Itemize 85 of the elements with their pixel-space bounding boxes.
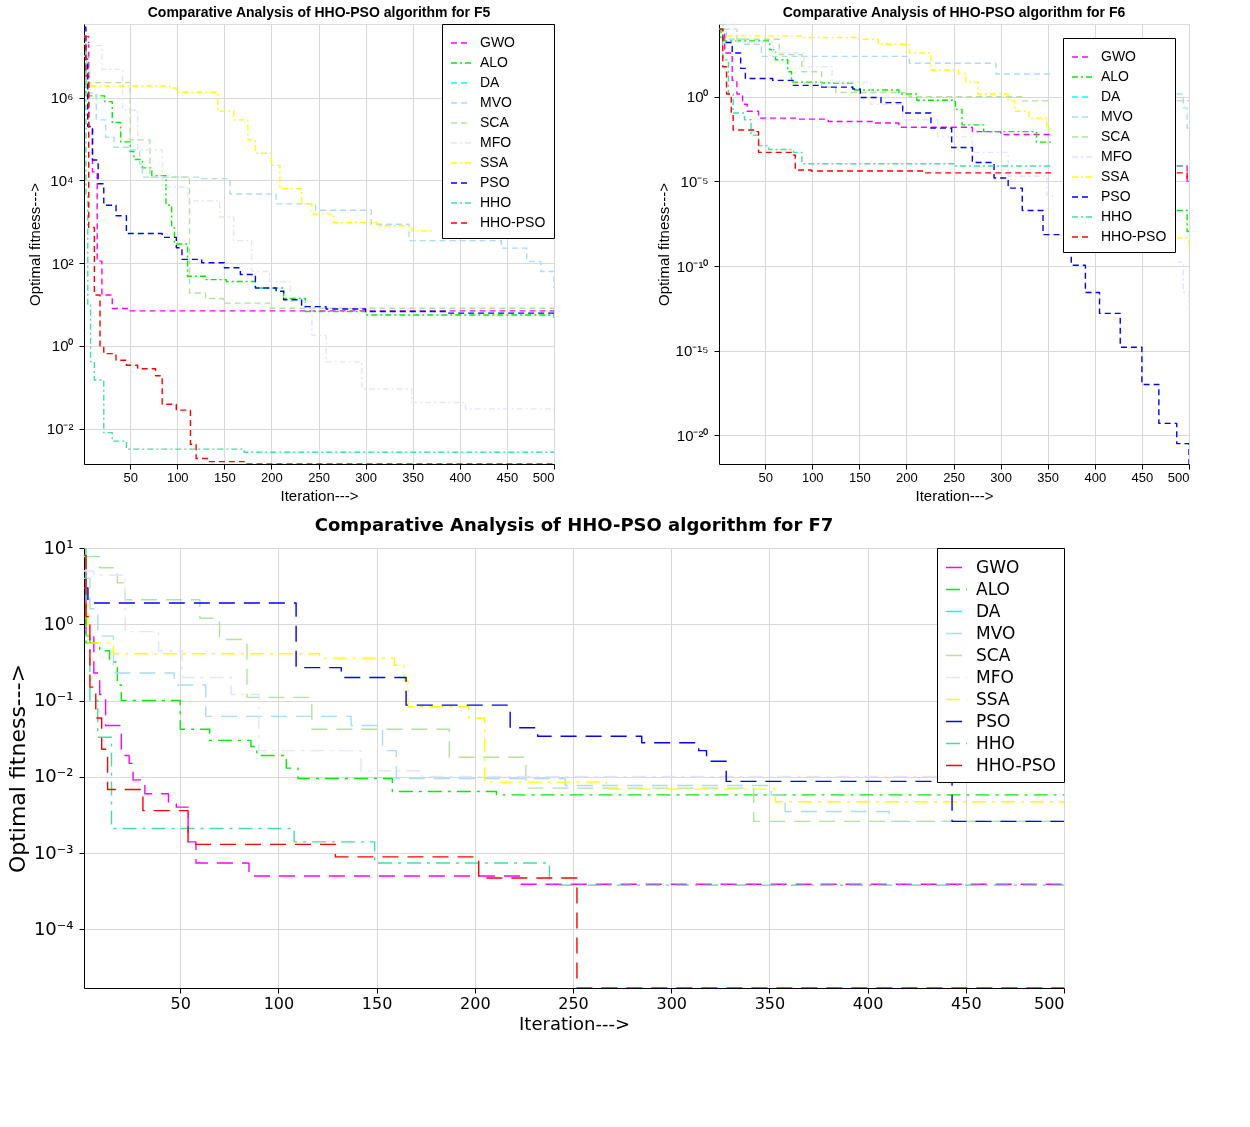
legend-label: MFO: [976, 666, 1014, 687]
legend-label: HHO: [480, 194, 512, 210]
x-tick-label: 50: [170, 993, 191, 1013]
legend-label: DA: [480, 74, 501, 90]
y-tick-label: 10²: [51, 254, 74, 272]
y-tick-label: 10⁻¹⁰: [676, 257, 709, 275]
x-tick-label: 350: [402, 469, 425, 485]
legend-label: GWO: [480, 34, 516, 50]
legend-label: HHO-PSO: [1101, 228, 1167, 244]
y-tick-label: 10⁻⁴: [33, 917, 74, 939]
y-tick-label: 10⁰: [51, 337, 74, 355]
x-tick-label: 100: [801, 469, 824, 485]
x-tick-label: 500: [1033, 993, 1065, 1013]
y-tick-label: 10⁶: [50, 89, 74, 107]
x-tick-label: 500: [1167, 469, 1190, 485]
legend-label: SCA: [1101, 128, 1131, 144]
legend-label: SSA: [976, 688, 1010, 709]
legend-label: MFO: [480, 134, 512, 150]
chart-title: Comparative Analysis of HHO-PSO algorithm for F5: [147, 3, 491, 20]
x-tick-label: 400: [1084, 469, 1107, 485]
legend-label: GWO: [976, 556, 1020, 577]
x-tick-label: 400: [449, 469, 472, 485]
legend-label: DA: [976, 600, 1001, 621]
x-tick-label: 200: [460, 993, 491, 1013]
x-tick-label: 150: [213, 469, 236, 485]
y-tick-label: 10⁻²: [46, 420, 74, 438]
legend-label: GWO: [1101, 48, 1137, 64]
legend-label: SCA: [480, 114, 510, 130]
legend-label: HHO-PSO: [480, 214, 546, 230]
legend-label: PSO: [1101, 188, 1131, 204]
x-tick-label: 400: [852, 993, 884, 1013]
x-tick-label: 350: [754, 993, 786, 1013]
legend-label: MVO: [976, 622, 1016, 643]
x-tick-label: 50: [758, 469, 773, 485]
legend-label: HHO-PSO: [976, 754, 1056, 775]
y-tick-label: 10⁻²⁰: [676, 426, 709, 444]
y-tick-label: 10⁰: [43, 612, 74, 634]
x-tick-label: 250: [558, 993, 589, 1013]
legend-label: DA: [1101, 88, 1122, 104]
legend-label: MVO: [1101, 108, 1133, 124]
x-axis-title: Iteration--->: [915, 486, 994, 504]
x-tick-label: 450: [1131, 469, 1154, 485]
legend-label: PSO: [976, 710, 1011, 731]
x-axis-title: Iteration--->: [280, 486, 359, 504]
x-tick-label: 150: [361, 993, 393, 1013]
y-tick-label: 10⁻⁵: [680, 172, 709, 190]
legend-label: ALO: [976, 578, 1010, 599]
x-tick-label: 300: [990, 469, 1012, 485]
x-tick-label: 250: [308, 469, 330, 485]
legend-label: ALO: [1101, 68, 1130, 84]
x-tick-label: 450: [951, 993, 982, 1013]
x-tick-label: 200: [896, 469, 918, 485]
x-tick-label: 350: [1037, 469, 1060, 485]
y-tick-label: 10⁻²: [33, 765, 74, 787]
y-tick-label: 10¹: [43, 536, 74, 558]
chart-title: Comparative Analysis of HHO-PSO algorithm for F6: [782, 4, 1126, 20]
y-tick-label: 10⁴: [50, 171, 74, 189]
legend-label: ALO: [480, 54, 509, 70]
legend-label: SCA: [976, 644, 1011, 665]
y-tick-label: 10⁻³: [33, 841, 74, 863]
x-tick-label: 300: [355, 469, 377, 485]
x-tick-label: 300: [656, 993, 687, 1013]
y-tick-label: 10⁰: [686, 88, 709, 106]
x-tick-label: 100: [263, 993, 295, 1013]
x-tick-label: 200: [261, 469, 283, 485]
x-axis-title: Iteration--->: [519, 1012, 630, 1034]
x-tick-label: 450: [496, 469, 519, 485]
y-tick-label: 10⁻¹⁵: [675, 342, 709, 360]
legend-label: PSO: [480, 174, 510, 190]
legend-label: SSA: [1101, 168, 1130, 184]
x-tick-label: 100: [166, 469, 189, 485]
x-tick-label: 500: [532, 469, 555, 485]
legend-label: HHO: [1101, 208, 1133, 224]
chart-title: Comparative Analysis of HHO-PSO algorithm for F7: [314, 514, 834, 535]
legend-label: MVO: [480, 94, 512, 110]
x-tick-label: 150: [848, 469, 871, 485]
legend-label: SSA: [480, 154, 509, 170]
y-axis-title: Optimal fitness--->: [654, 182, 672, 306]
x-tick-label: 50: [123, 469, 138, 485]
x-tick-label: 250: [943, 469, 965, 485]
legend-label: HHO: [976, 732, 1015, 753]
y-axis-title: Optimal fitness--->: [4, 663, 30, 874]
y-tick-label: 10⁻¹: [33, 689, 74, 711]
y-axis-title: Optimal fitness--->: [25, 182, 43, 306]
legend-label: MFO: [1101, 148, 1133, 164]
